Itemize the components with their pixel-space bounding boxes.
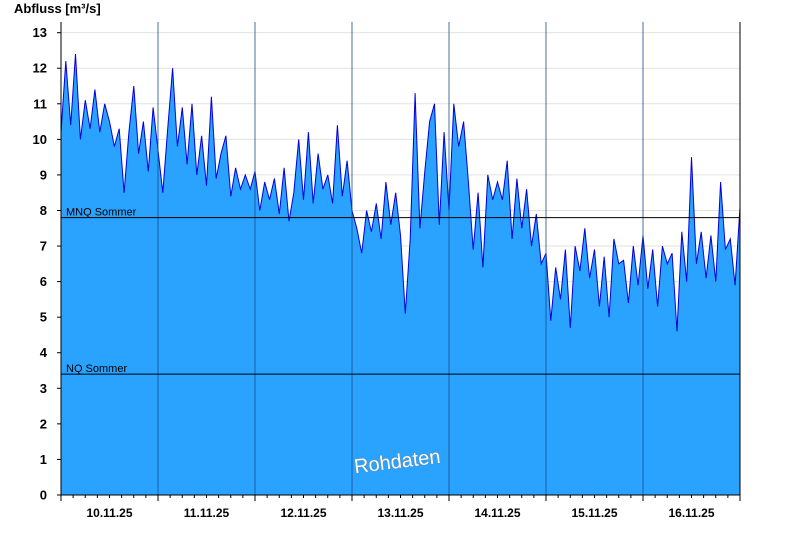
y-tick-label: 9: [40, 167, 47, 182]
x-tick-label: 11.11.25: [184, 506, 230, 520]
reference-label: MNQ Sommer: [66, 207, 137, 219]
gridlines: [157, 22, 644, 495]
x-tick-label: 10.11.25: [86, 506, 132, 520]
y-tick-label: 3: [40, 381, 47, 396]
x-tick-label: 16.11.25: [668, 506, 714, 520]
y-tick-label: 4: [40, 345, 48, 360]
discharge-area: [61, 54, 740, 495]
y-tick-label: 13: [33, 25, 47, 40]
y-tick-label: 8: [40, 203, 47, 218]
y-tick-label: 5: [40, 310, 47, 325]
x-tick-label: 15.11.25: [571, 506, 617, 520]
x-tick-label: 14.11.25: [474, 506, 520, 520]
plot-area: [60, 32, 741, 496]
y-tick-label: 12: [33, 61, 47, 76]
x-tick-label: 12.11.25: [280, 506, 326, 520]
x-tick-label: 13.11.25: [377, 506, 423, 520]
y-tick-label: 1: [40, 452, 47, 467]
reference-lines: MNQ Sommer NQ Sommer: [61, 207, 740, 375]
discharge-line: [60, 53, 741, 332]
axes: [57, 22, 741, 501]
y-axis-title: Abfluss [m³/s]: [14, 1, 101, 16]
reference-label: NQ Sommer: [66, 363, 127, 375]
y-tick-label: 0: [40, 488, 47, 503]
y-tick-label: 7: [40, 239, 47, 254]
y-tick-label: 6: [40, 274, 47, 289]
y-tick-label: 2: [40, 416, 47, 431]
y-tick-label: 11: [33, 96, 47, 111]
y-tick-label: 10: [33, 132, 47, 147]
